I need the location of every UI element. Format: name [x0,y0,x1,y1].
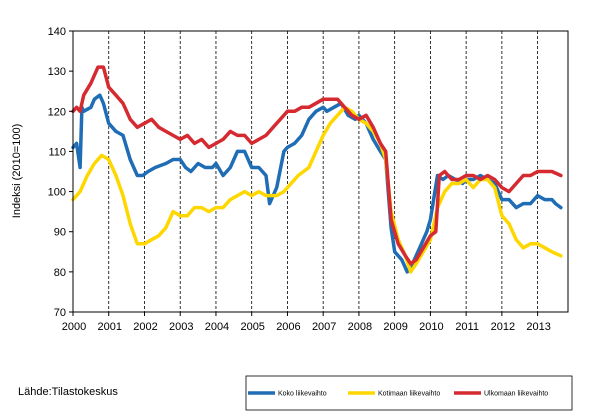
x-tick-label-2002: 2002 [133,321,157,333]
source-note: Lähde:Tilastokeskus [18,386,118,398]
x-tick-label-2007: 2007 [312,321,336,333]
legend: Koko liikevaihto Kotimaan liikevaihto Ulko… [245,375,573,411]
x-tick-label-2003: 2003 [169,321,193,333]
x-tick-label-2005: 2005 [240,321,264,333]
legend-label-3: Ulkomaan liikevaihto [484,391,548,398]
x-tick-label-2008: 2008 [348,321,372,333]
series-lines [71,65,563,274]
legend-label-2: Kotimaan liikevaihto [378,391,440,398]
y-tick-label-70: 70 [54,307,66,319]
legend-items: Koko liikevaihto Kotimaan liikevaihto Ulko… [248,391,548,398]
x-axis: 2000 2001 2002 2003 2004 2005 2006 2007 2008 2009… [62,312,551,333]
x-tick-label-2006: 2006 [276,321,300,333]
y-tick-label-80: 80 [54,267,66,279]
plot-background [73,31,568,312]
y-axis: 70 80 90 100 110 120 130 140 [48,26,73,319]
x-tick-label-2004: 2004 [205,321,229,333]
legend-label-1: Koko liikevaihto [278,391,327,398]
x-tick-label-2012: 2012 [491,321,515,333]
series-line-3 [71,65,563,266]
y-tick-label-120: 120 [48,106,66,118]
x-tick-label-2010: 2010 [419,321,443,333]
y-axis-title: Indeksi (2010=100) [11,124,23,218]
y-tick-label-90: 90 [54,227,66,239]
x-tick-label-2009: 2009 [383,321,407,333]
legend-box [245,375,573,411]
series-line-2 [71,105,563,274]
y-tick-label-140: 140 [48,26,66,38]
x-tick-label-2001: 2001 [97,321,121,333]
x-tick-label-2011: 2011 [455,321,479,333]
y-tick-label-100: 100 [48,187,66,199]
x-tick-label-2013: 2013 [526,321,550,333]
series-line-1 [71,93,563,274]
plot-frame [72,30,569,313]
y-tick-label-130: 130 [48,66,66,78]
grid [108,31,539,312]
y-tick-label-110: 110 [48,146,66,158]
x-tick-label-2000: 2000 [62,321,86,333]
